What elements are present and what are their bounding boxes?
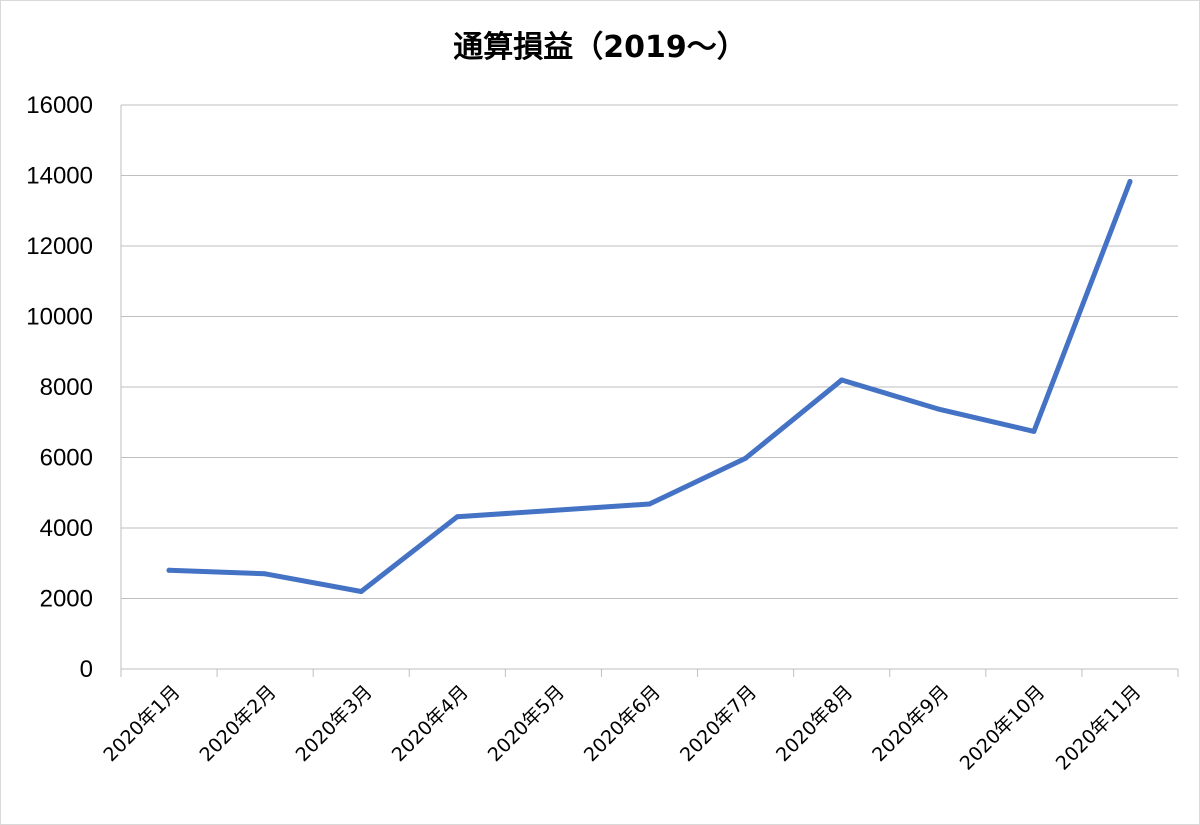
data-point bbox=[262, 571, 268, 577]
y-tick-label: 4000 bbox=[40, 515, 93, 542]
y-tick-label: 6000 bbox=[40, 445, 93, 472]
data-point bbox=[743, 455, 749, 461]
y-tick-labels: 0 2000 4000 6000 8000 10000 12000 14000 16000 bbox=[26, 92, 93, 683]
x-tick-label: 2020年4月 bbox=[388, 681, 473, 766]
data-point bbox=[647, 501, 652, 507]
data-point bbox=[935, 406, 941, 412]
data-point bbox=[1127, 178, 1133, 184]
x-tick-label: 2020年5月 bbox=[484, 681, 569, 766]
y-tick-label: 14000 bbox=[26, 163, 93, 190]
y-tick-label: 8000 bbox=[40, 374, 93, 401]
x-tick-label: 2020年1月 bbox=[99, 681, 184, 766]
gridlines bbox=[121, 104, 1178, 599]
x-tick-label: 2020年3月 bbox=[292, 681, 377, 766]
series-group bbox=[166, 178, 1133, 594]
x-tick-label: 2020年6月 bbox=[580, 681, 665, 766]
y-tick-label: 12000 bbox=[26, 233, 93, 260]
data-point bbox=[839, 377, 845, 383]
data-point bbox=[550, 507, 556, 513]
x-tick-label: 2020年11月 bbox=[1052, 681, 1146, 775]
x-tick-labels: 2020年1月 2020年2月 2020年3月 2020年4月 2020年5月 2020年… bbox=[99, 681, 1145, 775]
axes bbox=[120, 105, 1179, 677]
y-tick-label: 10000 bbox=[26, 304, 93, 331]
x-tick-label: 2020年7月 bbox=[676, 681, 761, 766]
x-tick-label: 2020年8月 bbox=[772, 681, 857, 766]
x-tick-label: 2020年2月 bbox=[195, 681, 280, 766]
y-tick-label: 2000 bbox=[40, 586, 93, 613]
data-point bbox=[454, 514, 460, 520]
x-tick-label: 2020年9月 bbox=[868, 681, 953, 766]
data-point bbox=[166, 567, 172, 573]
data-point bbox=[1031, 428, 1037, 434]
x-tick-label: 2020年10月 bbox=[956, 681, 1050, 775]
y-tick-label: 0 bbox=[80, 656, 93, 683]
chart-title: 通算損益（2019～） bbox=[453, 30, 747, 65]
data-point bbox=[358, 588, 364, 594]
y-tick-label: 16000 bbox=[26, 92, 93, 119]
